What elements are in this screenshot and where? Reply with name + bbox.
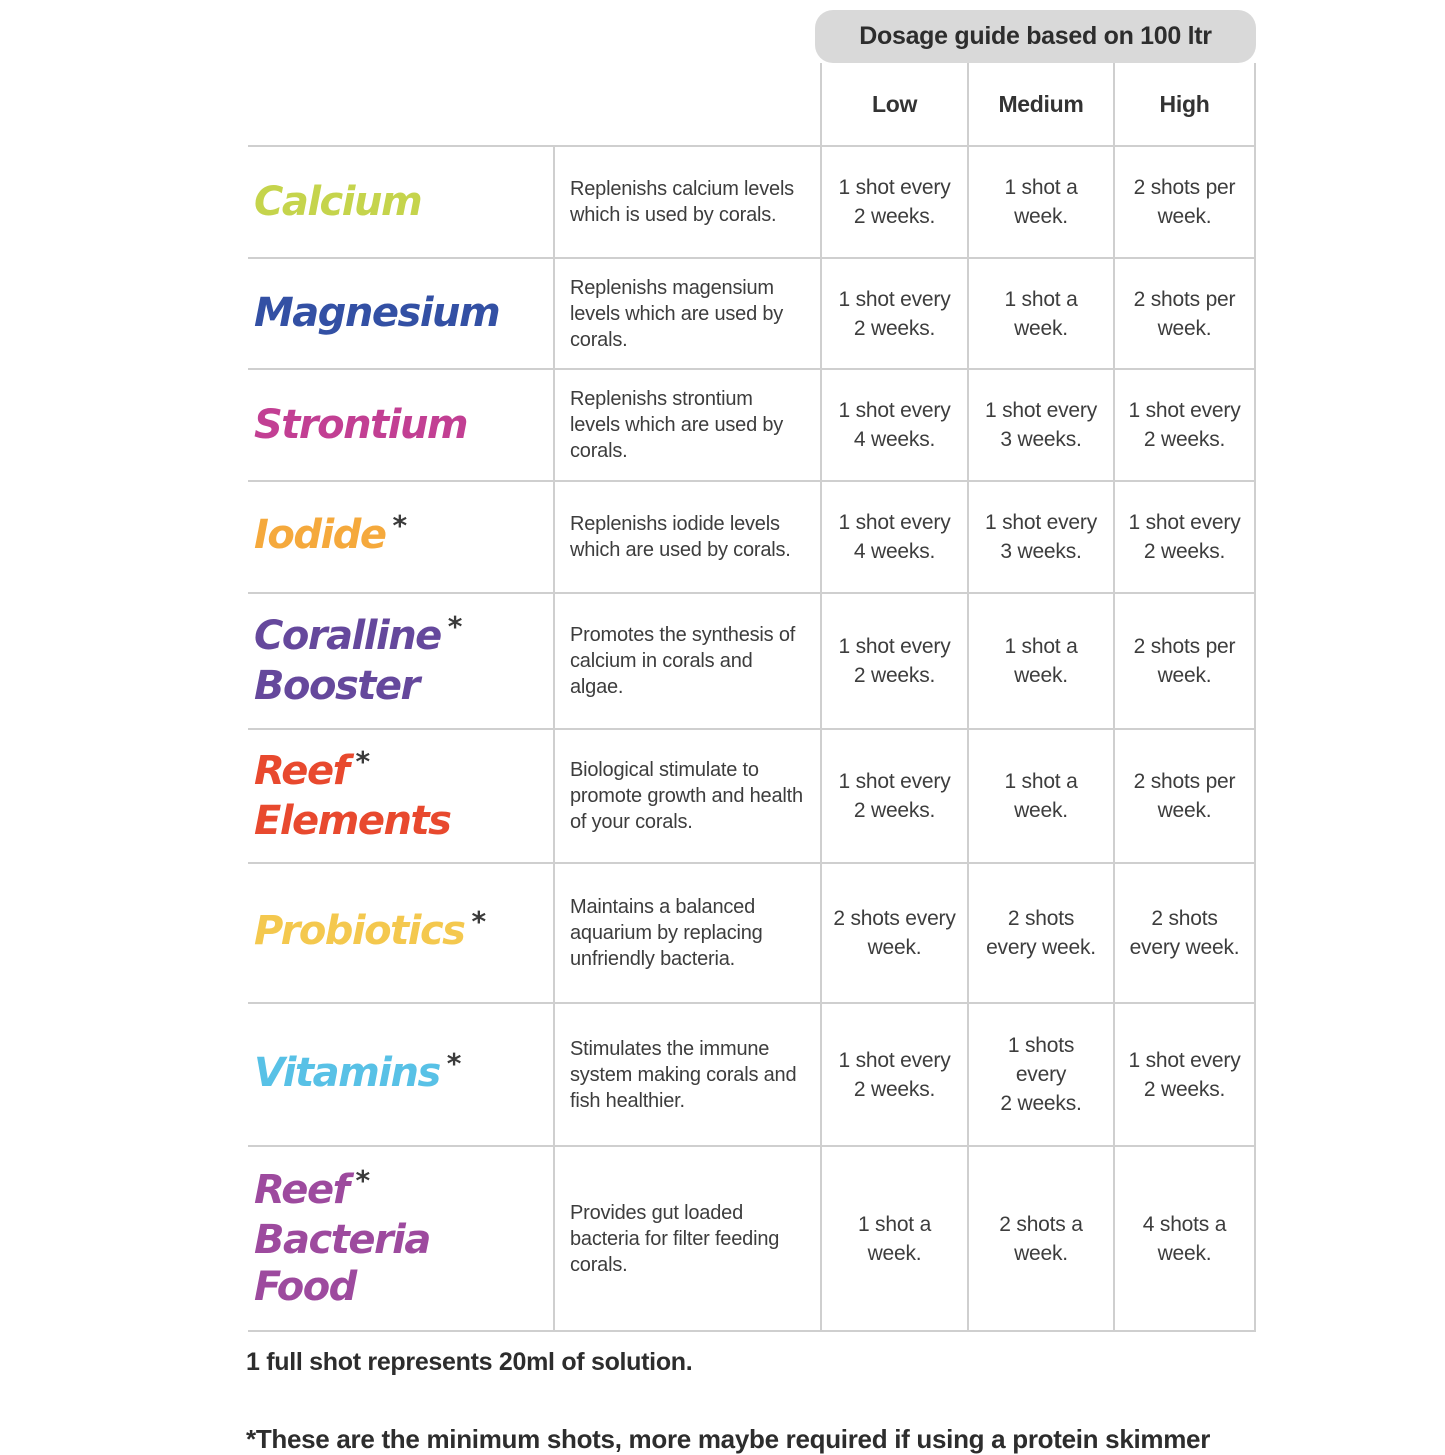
product-description: Replenishs iodide levels which are used … [553,482,820,592]
column-header-high: High [1113,63,1256,145]
dosage-high-cell: 1 shot every 2 weeks. [1113,1004,1256,1145]
table-row: Calcium Replenishs calcium levels which … [248,145,1256,257]
product-description: Provides gut loaded bacteria for filter … [553,1147,820,1330]
dosage-medium-cell: 1 shots every 2 weeks. [967,1004,1113,1145]
product-name: Probiotics * [254,905,487,954]
column-header-medium: Medium [967,63,1113,145]
asterisk-marker: * [392,509,408,542]
level-header-row: Low Medium High [820,63,1256,145]
dosage-high-cell: 1 shot every 2 weeks. [1113,370,1256,480]
product-name: Calcium [254,178,423,225]
dosage-low-cell: 1 shot a week. [820,1147,967,1330]
dosage-medium-cell: 1 shot a week. [967,259,1113,368]
dosage-medium-cell: 2 shots a week. [967,1147,1113,1330]
table-row: Vitamins * Stimulates the immune system m… [248,1002,1256,1145]
dosage-medium-cell: 2 shots every week. [967,864,1113,1002]
asterisk-marker: * [447,609,463,643]
shot-volume-note: 1 full shot represents 20ml of solution. [246,1348,693,1376]
dosage-high-cell: 2 shots per week. [1113,594,1256,728]
product-name: Iodide * [254,509,408,558]
dosage-high-cell: 1 shot every 2 weeks. [1113,482,1256,592]
table-row: Strontium Replenishs strontium levels wh… [248,368,1256,480]
dosage-medium-cell: 1 shot every 3 weeks. [967,482,1113,592]
dosage-medium-cell: 1 shot a week. [967,730,1113,862]
product-name: Vitamins * [254,1046,462,1096]
dosage-medium-cell: 1 shot a week. [967,147,1113,257]
dosage-high-cell: 2 shots per week. [1113,259,1256,368]
asterisk-marker: * [446,1046,462,1080]
table-row: Probiotics * Maintains a balanced aquariu… [248,862,1256,1002]
dosage-high-cell: 2 shots per week. [1113,730,1256,862]
dosage-high-cell: 2 shots every week. [1113,864,1256,1002]
dosage-low-cell: 1 shot every 2 weeks. [820,1004,967,1145]
product-name: Coralline * Booster [254,609,463,709]
dosage-low-cell: 1 shot every 4 weeks. [820,482,967,592]
dosage-guide-header: Dosage guide based on 100 ltr [815,10,1256,63]
dosage-guide-title: Dosage guide based on 100 ltr [859,22,1212,50]
product-name: Reef * Bacteria Food [254,1163,431,1310]
product-description: Replenishs calcium levels which is used … [553,147,820,257]
product-name: Strontium [254,401,469,448]
dosage-low-cell: 1 shot every 2 weeks. [820,259,967,368]
product-description: Stimulates the immune system making cora… [553,1004,820,1145]
product-description: Replenishs magensium levels which are us… [553,259,820,368]
product-description: Promotes the synthesis of calcium in cor… [553,594,820,728]
asterisk-marker: * [355,1163,371,1197]
dosage-medium-cell: 1 shot every 3 weeks. [967,370,1113,480]
dosage-medium-cell: 1 shot a week. [967,594,1113,728]
product-name: Magnesium [254,290,501,336]
table-row: Reef * Bacteria Food Provides gut loaded ba… [248,1145,1256,1332]
minimum-shots-note: *These are the minimum shots, more maybe… [246,1424,1211,1454]
table-row: Coralline * Booster Promotes the synthesis… [248,592,1256,728]
asterisk-marker: * [471,905,487,938]
column-header-low: Low [820,63,967,145]
table-row: Iodide * Replenishs iodide levels which a… [248,480,1256,592]
product-name: Reef * Elements [254,744,452,844]
asterisk-marker: * [355,744,371,778]
table-row: Magnesium Replenishs magensium levels wh… [248,257,1256,368]
dosage-high-cell: 2 shots per week. [1113,147,1256,257]
dosage-low-cell: 2 shots every week. [820,864,967,1002]
product-description: Biological stimulate to promote growth a… [553,730,820,862]
dosage-low-cell: 1 shot every 2 weeks. [820,594,967,728]
dosage-low-cell: 1 shot every 4 weeks. [820,370,967,480]
dosage-low-cell: 1 shot every 2 weeks. [820,147,967,257]
product-description: Replenishs strontium levels which are us… [553,370,820,480]
dosage-table: Calcium Replenishs calcium levels which … [248,145,1256,1332]
table-row: Reef * Elements Biological stimulate to pr… [248,728,1256,862]
dosage-high-cell: 4 shots a week. [1113,1147,1256,1330]
dosage-low-cell: 1 shot every 2 weeks. [820,730,967,862]
product-description: Maintains a balanced aquarium by replaci… [553,864,820,1002]
